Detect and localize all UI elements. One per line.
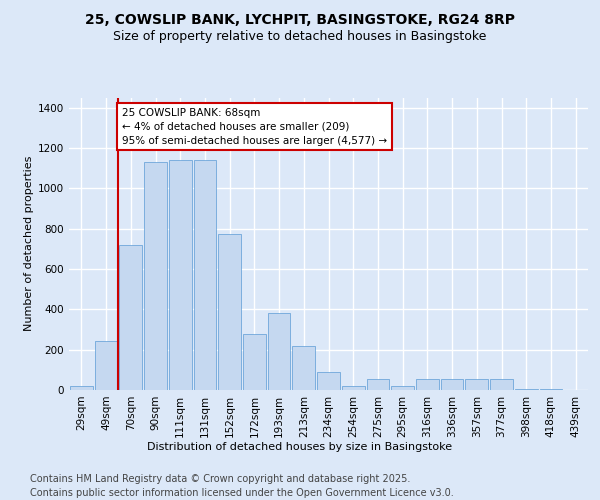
Y-axis label: Number of detached properties: Number of detached properties xyxy=(24,156,34,332)
Text: 25, COWSLIP BANK, LYCHPIT, BASINGSTOKE, RG24 8RP: 25, COWSLIP BANK, LYCHPIT, BASINGSTOKE, … xyxy=(85,12,515,26)
Bar xyxy=(169,160,191,390)
Bar xyxy=(317,372,340,390)
Bar xyxy=(466,379,488,390)
Bar xyxy=(243,334,266,390)
Bar xyxy=(218,234,241,390)
Bar xyxy=(515,389,538,390)
Bar xyxy=(539,389,562,390)
Text: 25 COWSLIP BANK: 68sqm
← 4% of detached houses are smaller (209)
95% of semi-det: 25 COWSLIP BANK: 68sqm ← 4% of detached … xyxy=(122,108,387,146)
Bar xyxy=(268,314,290,390)
Bar xyxy=(391,386,414,390)
Bar xyxy=(416,379,439,390)
Bar xyxy=(95,340,118,390)
Bar xyxy=(367,379,389,390)
Text: Distribution of detached houses by size in Basingstoke: Distribution of detached houses by size … xyxy=(148,442,452,452)
Bar xyxy=(441,379,463,390)
Bar xyxy=(119,245,142,390)
Text: Size of property relative to detached houses in Basingstoke: Size of property relative to detached ho… xyxy=(113,30,487,43)
Bar xyxy=(144,162,167,390)
Bar xyxy=(292,346,315,390)
Bar xyxy=(490,379,513,390)
Bar xyxy=(70,386,93,390)
Text: Contains HM Land Registry data © Crown copyright and database right 2025.
Contai: Contains HM Land Registry data © Crown c… xyxy=(30,474,454,498)
Bar xyxy=(342,386,365,390)
Bar xyxy=(194,160,216,390)
